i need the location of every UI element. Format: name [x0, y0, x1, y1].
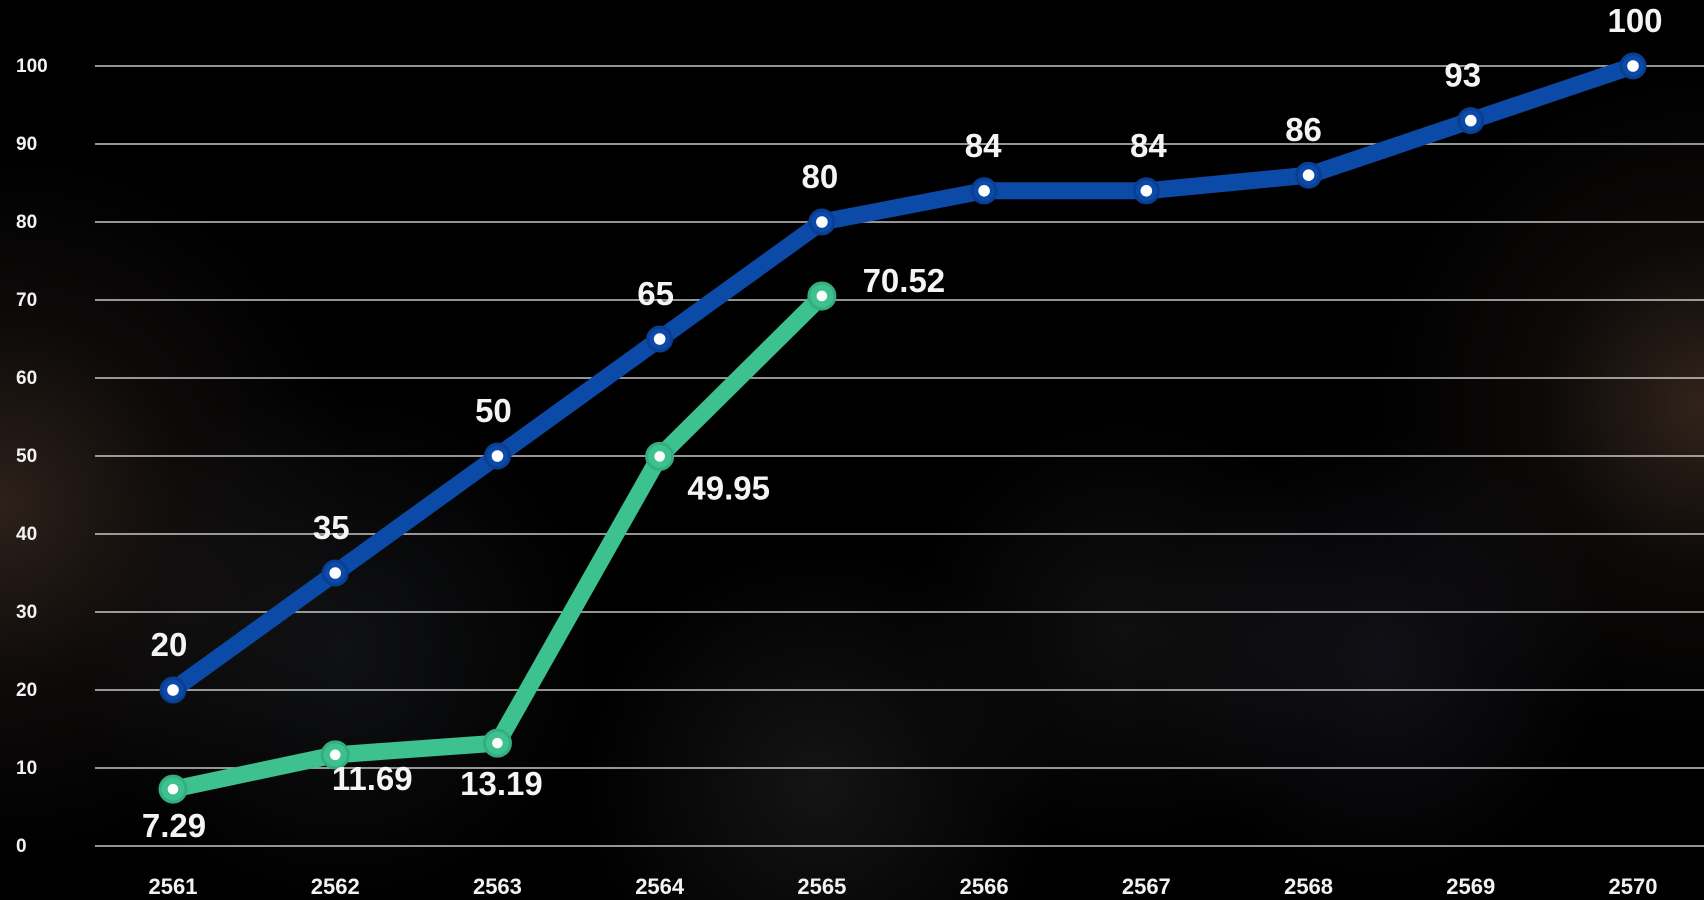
- y-tick-label: 30: [16, 602, 37, 623]
- x-tick-label: 2569: [1446, 874, 1495, 899]
- blue-data-label: 93: [1444, 57, 1481, 94]
- grid-layer: [95, 65, 1704, 847]
- blue-point-core: [1140, 185, 1153, 197]
- green-data-label: 49.95: [687, 469, 770, 506]
- green-data-label: 7.29: [142, 807, 206, 844]
- y-tick-label: 10: [16, 758, 37, 779]
- y-tick-label: 0: [16, 836, 27, 857]
- x-tick-label: 2566: [960, 874, 1009, 899]
- blue-data-label: 20: [151, 626, 188, 663]
- x-tick-label: 2567: [1122, 874, 1171, 899]
- blue-data-label: 84: [1130, 127, 1167, 164]
- blue-data-label: 80: [802, 158, 839, 195]
- x-tick-label: 2570: [1609, 874, 1658, 899]
- blue-point-core: [1302, 169, 1315, 181]
- x-tick-label: 2561: [149, 874, 198, 899]
- green-data-label: 13.19: [460, 765, 543, 802]
- blue-point-core: [978, 185, 990, 197]
- blue-point-core: [1464, 114, 1477, 127]
- y-axis-tick-labels: 0 10 20 30 40 50 60 70 80 90 100: [16, 56, 48, 857]
- x-axis-tick-labels: 2561 2562 2563 2564 2565 2566 2567 2568 2569 2570: [149, 874, 1658, 899]
- blue-data-label: 65: [637, 275, 674, 312]
- green-point-core: [329, 749, 341, 761]
- green-point-core: [654, 451, 665, 462]
- blue-point-core: [653, 333, 666, 345]
- blue-point-core: [491, 450, 504, 462]
- green-point-core: [167, 783, 179, 795]
- green-data-label: 70.52: [863, 262, 946, 299]
- green-data-label: 11.69: [332, 760, 413, 797]
- series-line-green: [164, 287, 831, 798]
- data-labels: 20 35 50 65 80 84 84 86 93 100 7.29 11.69 13.19 49.95…: [142, 2, 1663, 844]
- y-tick-label: 100: [16, 56, 48, 77]
- x-tick-label: 2562: [311, 874, 360, 899]
- y-tick-label: 80: [16, 212, 37, 233]
- y-tick-label: 40: [16, 524, 37, 545]
- x-tick-label: 2568: [1284, 874, 1333, 899]
- blue-data-label: 100: [1607, 2, 1662, 39]
- y-tick-label: 50: [16, 446, 37, 467]
- blue-data-label: 84: [965, 127, 1002, 164]
- x-tick-label: 2563: [473, 874, 522, 899]
- x-tick-label: 2564: [635, 874, 685, 899]
- y-tick-label: 70: [16, 290, 37, 311]
- blue-point-core: [167, 684, 179, 696]
- y-tick-label: 90: [16, 134, 37, 155]
- green-point-core: [492, 737, 503, 749]
- blue-data-label: 35: [313, 509, 350, 546]
- series-layer: [158, 52, 1647, 804]
- green-point-core: [816, 290, 828, 302]
- blue-point-core: [1627, 60, 1639, 72]
- y-tick-label: 20: [16, 680, 37, 701]
- blue-point-core: [329, 567, 342, 579]
- blue-point-core: [816, 216, 828, 228]
- x-tick-label: 2565: [797, 874, 846, 899]
- blue-data-label: 86: [1285, 111, 1322, 148]
- blue-data-label: 50: [475, 392, 512, 429]
- y-tick-label: 60: [16, 368, 37, 389]
- series-line-blue: [164, 57, 1642, 699]
